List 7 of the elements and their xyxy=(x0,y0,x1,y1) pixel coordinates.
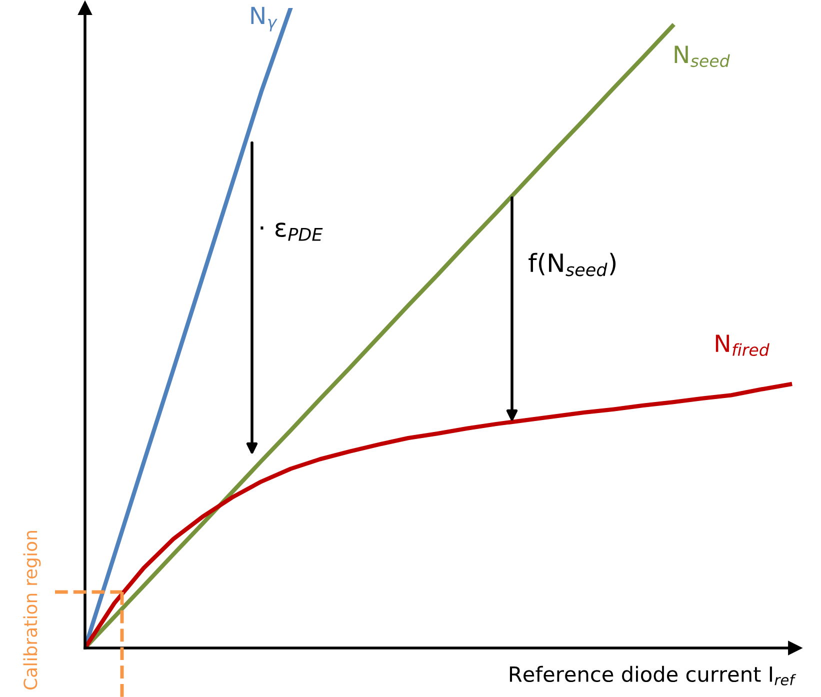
annotation: f(N$_{seed}$) xyxy=(528,252,616,276)
series-label: N$_{seed}$ xyxy=(674,46,730,68)
series-label: N$_{fired}$ xyxy=(716,334,770,356)
text: Calibration region xyxy=(23,531,41,690)
x-axis-title: Reference diode current I$_{ref}$ xyxy=(510,666,796,686)
annotation: · ε$_{PDE}$ xyxy=(260,222,323,241)
series-label: N$_{γ}$ xyxy=(251,6,278,32)
